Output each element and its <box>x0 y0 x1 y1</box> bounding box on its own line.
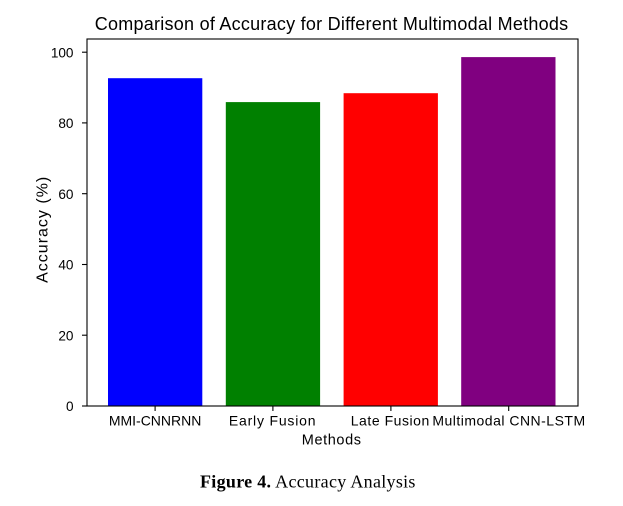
svg-text:80: 80 <box>58 116 74 131</box>
svg-text:20: 20 <box>58 328 74 343</box>
svg-text:Comparison of Accuracy for Dif: Comparison of Accuracy for Different Mul… <box>95 14 569 34</box>
svg-text:Figure 4. Accuracy Analysis: Figure 4. Accuracy Analysis <box>200 472 416 492</box>
svg-text:Methods: Methods <box>302 432 362 448</box>
svg-text:0: 0 <box>66 399 74 414</box>
svg-text:Accuracy (%): Accuracy (%) <box>35 176 52 283</box>
svg-text:Early Fusion: Early Fusion <box>229 413 316 429</box>
svg-text:Late Fusion: Late Fusion <box>351 413 430 429</box>
svg-text:Multimodal CNN-LSTM: Multimodal CNN-LSTM <box>432 413 585 429</box>
svg-text:100: 100 <box>51 45 74 60</box>
svg-text:MMI-CNNRNN: MMI-CNNRNN <box>109 413 202 429</box>
svg-text:60: 60 <box>58 187 74 202</box>
svg-text:40: 40 <box>58 258 74 273</box>
